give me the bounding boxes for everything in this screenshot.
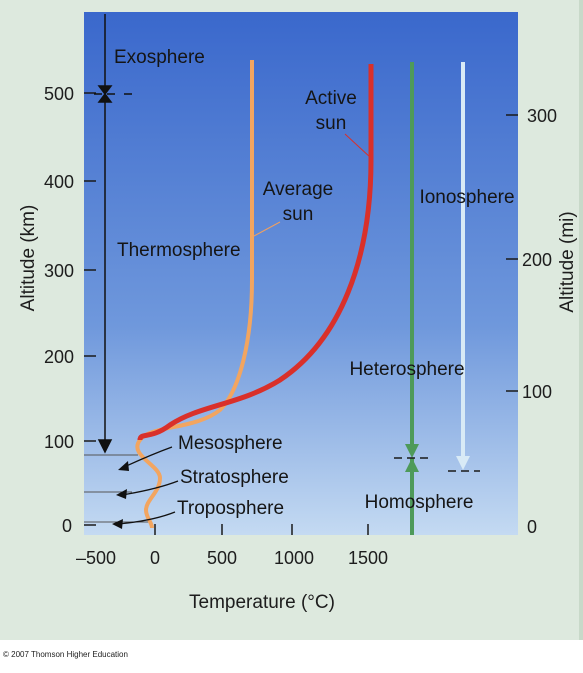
homosphere-label: Homosphere [365, 492, 474, 513]
copyright-notice: © 2007 Thomson Higher Education [3, 650, 128, 659]
mesosphere-label: Mesosphere [178, 433, 283, 454]
left-axis-tick-labels: 0 100 200 300 400 500 [44, 84, 74, 536]
layer-pointer-heads [112, 461, 129, 529]
ionosphere-label: Ionosphere [419, 187, 514, 208]
km-tick-label: 500 [44, 84, 74, 104]
active-sun-label-line2: sun [316, 113, 347, 134]
heterosphere-arrow [394, 62, 428, 535]
stratosphere-label: Stratosphere [180, 467, 289, 488]
active-sun-curve [137, 64, 374, 441]
average-sun-leader [253, 221, 281, 237]
temp-tick-label: 0 [150, 548, 160, 568]
km-tick-label: 200 [44, 347, 74, 367]
thermosphere-label: Thermosphere [117, 240, 241, 261]
troposphere-label: Troposphere [177, 498, 284, 519]
km-tick-label: 400 [44, 172, 74, 192]
right-axis [506, 114, 518, 392]
bottom-axis-title: Temperature (°C) [189, 592, 335, 613]
mi-tick-label: 0 [527, 517, 537, 537]
bottom-axis-tick-labels: –500 0 500 1000 1500 [76, 548, 388, 568]
km-tick-label: 300 [44, 261, 74, 281]
right-axis-tick-labels: 0 100 200 300 [522, 106, 557, 537]
average-sun-label-line1: Average [263, 179, 333, 200]
exosphere-label: Exosphere [114, 47, 205, 68]
left-axis [84, 92, 96, 526]
average-sun-curve [135, 60, 254, 529]
altitude-range-arrow [94, 14, 132, 454]
km-tick-label: 0 [62, 516, 72, 536]
ionosphere-arrow [448, 62, 480, 472]
sky-background [84, 12, 518, 535]
km-tick-label: 100 [44, 432, 74, 452]
figure-panel: 0 100 200 300 400 500 Altitude (km) 0 10… [0, 0, 583, 640]
mi-tick-label: 100 [522, 382, 552, 402]
right-axis-title: Altitude (mi) [557, 211, 578, 312]
mi-tick-label: 300 [527, 106, 557, 126]
temp-tick-label: 1000 [274, 548, 314, 568]
average-sun-label-line2: sun [283, 204, 314, 225]
mi-tick-label: 200 [522, 250, 552, 270]
left-axis-title: Altitude (km) [18, 205, 39, 312]
heterosphere-label: Heterosphere [349, 359, 464, 380]
active-sun-leader [344, 133, 372, 159]
temp-tick-label: –500 [76, 548, 116, 568]
atmosphere-diagram: 0 100 200 300 400 500 Altitude (km) 0 10… [18, 12, 578, 613]
active-sun-label-line1: Active [305, 88, 357, 109]
temp-tick-label: 1500 [348, 548, 388, 568]
temp-tick-label: 500 [207, 548, 237, 568]
bottom-axis [154, 524, 369, 535]
